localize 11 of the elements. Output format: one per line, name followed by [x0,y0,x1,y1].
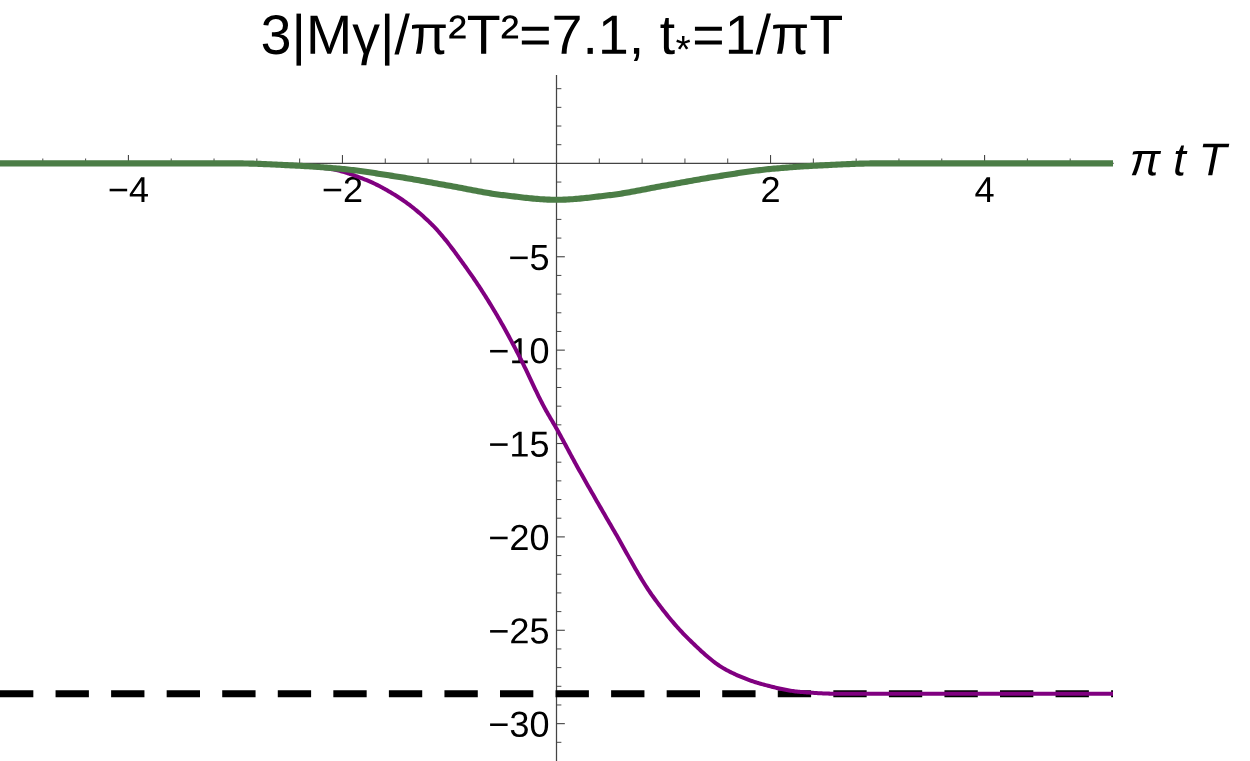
x-tick-label: −2 [323,176,362,203]
x-tick-label: 2 [762,176,779,203]
x-tick-label: 4 [975,177,994,203]
y-tick-label: −20 [490,524,549,551]
y-tick-label: −5 [510,245,549,271]
x-axis-title: π t T [1131,143,1230,176]
x-tick-label: −4 [109,177,148,203]
chart-title: 3|Mγ|/π²T²=7.1, t$_{*}$=1/πT [262,13,842,66]
y-tick-label: −30 [490,711,549,738]
y-tick-label: −15 [490,431,549,457]
y-tick-label: −25 [490,618,549,644]
